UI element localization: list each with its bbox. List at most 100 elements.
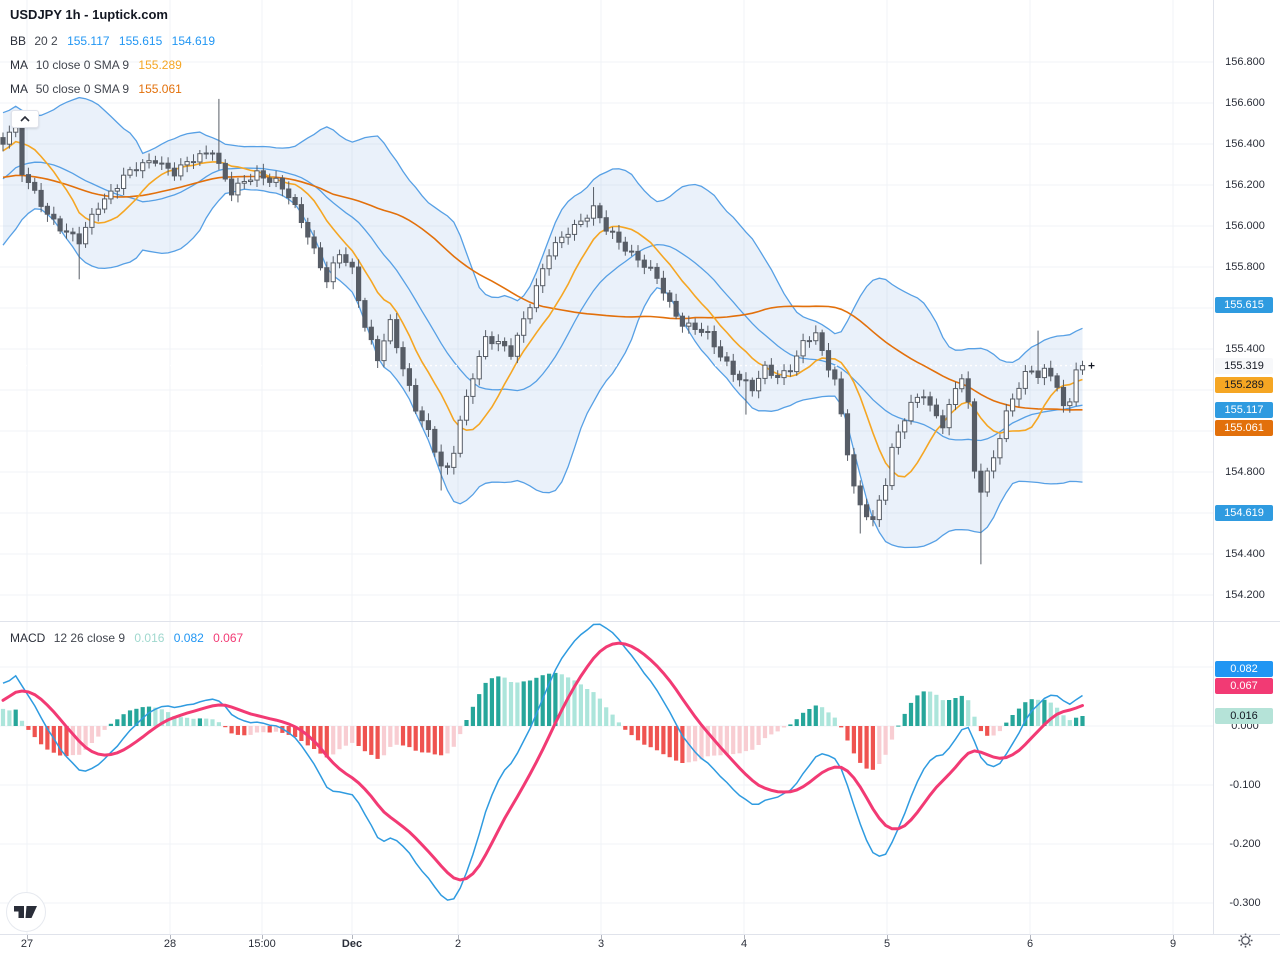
candle-up <box>902 420 908 433</box>
candle-up <box>762 364 768 379</box>
time-axis-tick <box>27 935 28 939</box>
candle-down <box>610 230 616 233</box>
candle-up <box>590 205 597 219</box>
bb-upper-label: 155.615 <box>1215 297 1273 313</box>
candle-down <box>419 410 425 422</box>
candle-down <box>432 428 438 453</box>
bb-lower-value: 154.619 <box>171 34 216 48</box>
candle-up <box>546 255 552 270</box>
candle-down <box>749 379 755 392</box>
candle-down <box>444 465 451 468</box>
candle-down <box>851 454 857 487</box>
candle-down <box>832 369 838 380</box>
time-axis-label: Dec <box>341 938 363 950</box>
legend-macd[interactable]: MACD 12 26 close 9 0.016 0.082 0.067 <box>10 631 243 645</box>
time-axis-label: 15:00 <box>248 938 276 950</box>
macd-pane <box>0 623 1085 901</box>
candle-up <box>330 262 336 283</box>
candle-down <box>165 162 171 169</box>
time-axis-tick <box>601 935 602 939</box>
candle-up <box>1029 370 1035 373</box>
candle-up <box>89 213 95 228</box>
candle-up <box>540 268 546 287</box>
candle-up <box>984 470 990 493</box>
legend-ma10[interactable]: MA 10 close 0 SMA 9 155.289 <box>10 58 182 72</box>
candle-down <box>1060 386 1067 407</box>
candle-up <box>1003 410 1009 440</box>
candle-up <box>959 378 965 390</box>
candle-up <box>1010 398 1016 412</box>
candle-down <box>965 378 971 403</box>
candle-down <box>44 205 50 215</box>
tradingview-logo[interactable] <box>5 891 47 938</box>
candle-up <box>578 220 584 226</box>
candle-up <box>336 254 343 264</box>
ma10-label: 155.289 <box>1215 377 1273 393</box>
legend-bollinger[interactable]: BB 20 2 155.117 155.615 154.619 <box>10 34 215 48</box>
candle-up <box>457 419 463 454</box>
candle-up <box>794 355 800 373</box>
time-axis-label: 2 <box>454 938 462 950</box>
bb-lower-label: 154.619 <box>1215 505 1273 521</box>
candle-down <box>1048 367 1054 377</box>
candle-down <box>603 217 609 232</box>
candle-down <box>1054 375 1060 388</box>
candle-up <box>908 401 914 422</box>
candle-down <box>413 385 419 412</box>
candle-down <box>775 374 781 378</box>
candle-down <box>768 364 774 376</box>
macd-params: 12 26 close 9 <box>53 631 126 645</box>
candle-up <box>114 188 120 192</box>
candle-down <box>489 336 495 345</box>
candle-up <box>95 208 101 215</box>
candle-up <box>254 170 260 181</box>
candle-down <box>368 326 374 341</box>
macd-axis-label: -0.200 <box>1229 838 1261 850</box>
bb-upper-value: 155.615 <box>118 34 163 48</box>
candle-up <box>495 341 501 345</box>
candle-up <box>991 457 997 472</box>
candle-down <box>438 451 444 467</box>
bollinger-fill <box>3 97 1083 548</box>
candle-up <box>813 332 819 342</box>
time-axis[interactable] <box>0 935 1280 960</box>
chevron-up-icon <box>20 116 30 122</box>
candle-down <box>317 247 324 269</box>
time-axis-tick <box>170 935 171 939</box>
legend-ma50[interactable]: MA 50 close 0 SMA 9 155.061 <box>10 82 182 96</box>
candle-down <box>806 340 812 343</box>
price-axis-label: 155.800 <box>1225 261 1265 273</box>
candle-down <box>400 347 406 370</box>
candle-down <box>825 350 832 371</box>
macd-signal-line <box>1 641 1084 882</box>
candle-down <box>724 356 730 362</box>
candle-up <box>241 181 247 184</box>
candle-up <box>108 190 114 200</box>
candle-up <box>552 242 558 257</box>
candle-down <box>305 222 311 238</box>
time-axis-tick <box>744 935 745 939</box>
candle-down <box>648 266 654 269</box>
candle-up <box>584 217 590 222</box>
candle-up <box>883 485 889 501</box>
candle-down <box>375 339 381 362</box>
settings-gear-button[interactable] <box>1238 933 1253 953</box>
candle-up <box>921 396 927 399</box>
candle-down <box>838 378 844 415</box>
candle-down <box>394 319 400 349</box>
time-axis-tick <box>1030 935 1031 939</box>
legend-collapse-button[interactable] <box>11 110 39 128</box>
candle-down <box>641 259 647 268</box>
candle-down <box>616 231 622 243</box>
candle-up <box>463 395 470 421</box>
candle-down <box>597 205 603 219</box>
macd-axis-label: -0.300 <box>1229 897 1261 909</box>
candle-down <box>349 261 355 268</box>
ma50-name: MA <box>10 82 28 96</box>
candle-up <box>533 285 539 309</box>
candle-down <box>152 160 159 164</box>
candle-down <box>629 250 635 253</box>
candle-up <box>889 446 895 487</box>
time-axis-label: 5 <box>883 938 891 950</box>
